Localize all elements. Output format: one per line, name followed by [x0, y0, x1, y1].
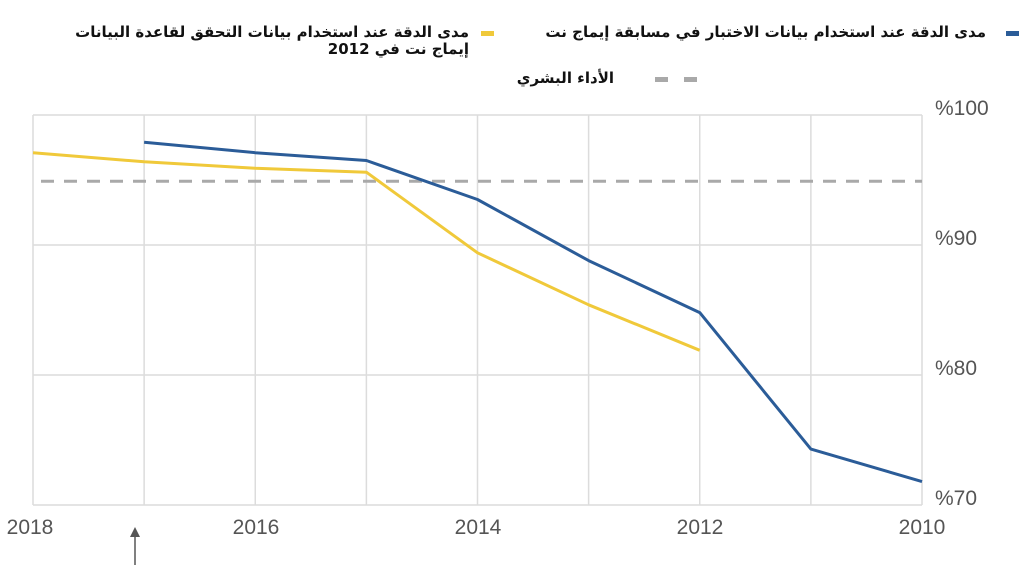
legend-label: إيماج نت في 2012	[327, 40, 469, 58]
legend-label: مدى الدقة عند استخدام بيانات الاختبار في…	[545, 23, 986, 41]
annotation-arrow	[130, 527, 140, 565]
x-tick-label: 2018	[7, 516, 54, 539]
series-line-1	[32, 151, 701, 352]
x-tick-label: 2014	[455, 516, 502, 539]
y-tick-label: %100	[935, 97, 989, 120]
legend-swatch-gray	[684, 77, 697, 82]
x-tick-label: 2016	[233, 516, 280, 539]
y-tick-label: %70	[935, 487, 977, 510]
legend-swatch-yellow	[481, 31, 494, 36]
x-tick-label: 2012	[677, 516, 724, 539]
y-tick-label: %80	[935, 357, 977, 380]
legend-label: الأداء البشري	[516, 69, 614, 87]
y-tick-label: %90	[935, 227, 977, 250]
x-tick-label: 2010	[899, 516, 946, 539]
series-line-0	[143, 140, 923, 484]
legend-item-validation-accuracy: مدى الدقة عند استخدام بيانات التحقق لقاع…	[75, 24, 469, 58]
legend-label: مدى الدقة عند استخدام بيانات التحقق لقاع…	[75, 23, 469, 41]
legend-item-human: الأداء البشري	[517, 70, 614, 87]
legend-item-test-accuracy: مدى الدقة عند استخدام بيانات الاختبار في…	[545, 24, 986, 41]
legend-swatch-gray	[655, 77, 668, 82]
legend-swatch-blue	[1006, 31, 1019, 36]
